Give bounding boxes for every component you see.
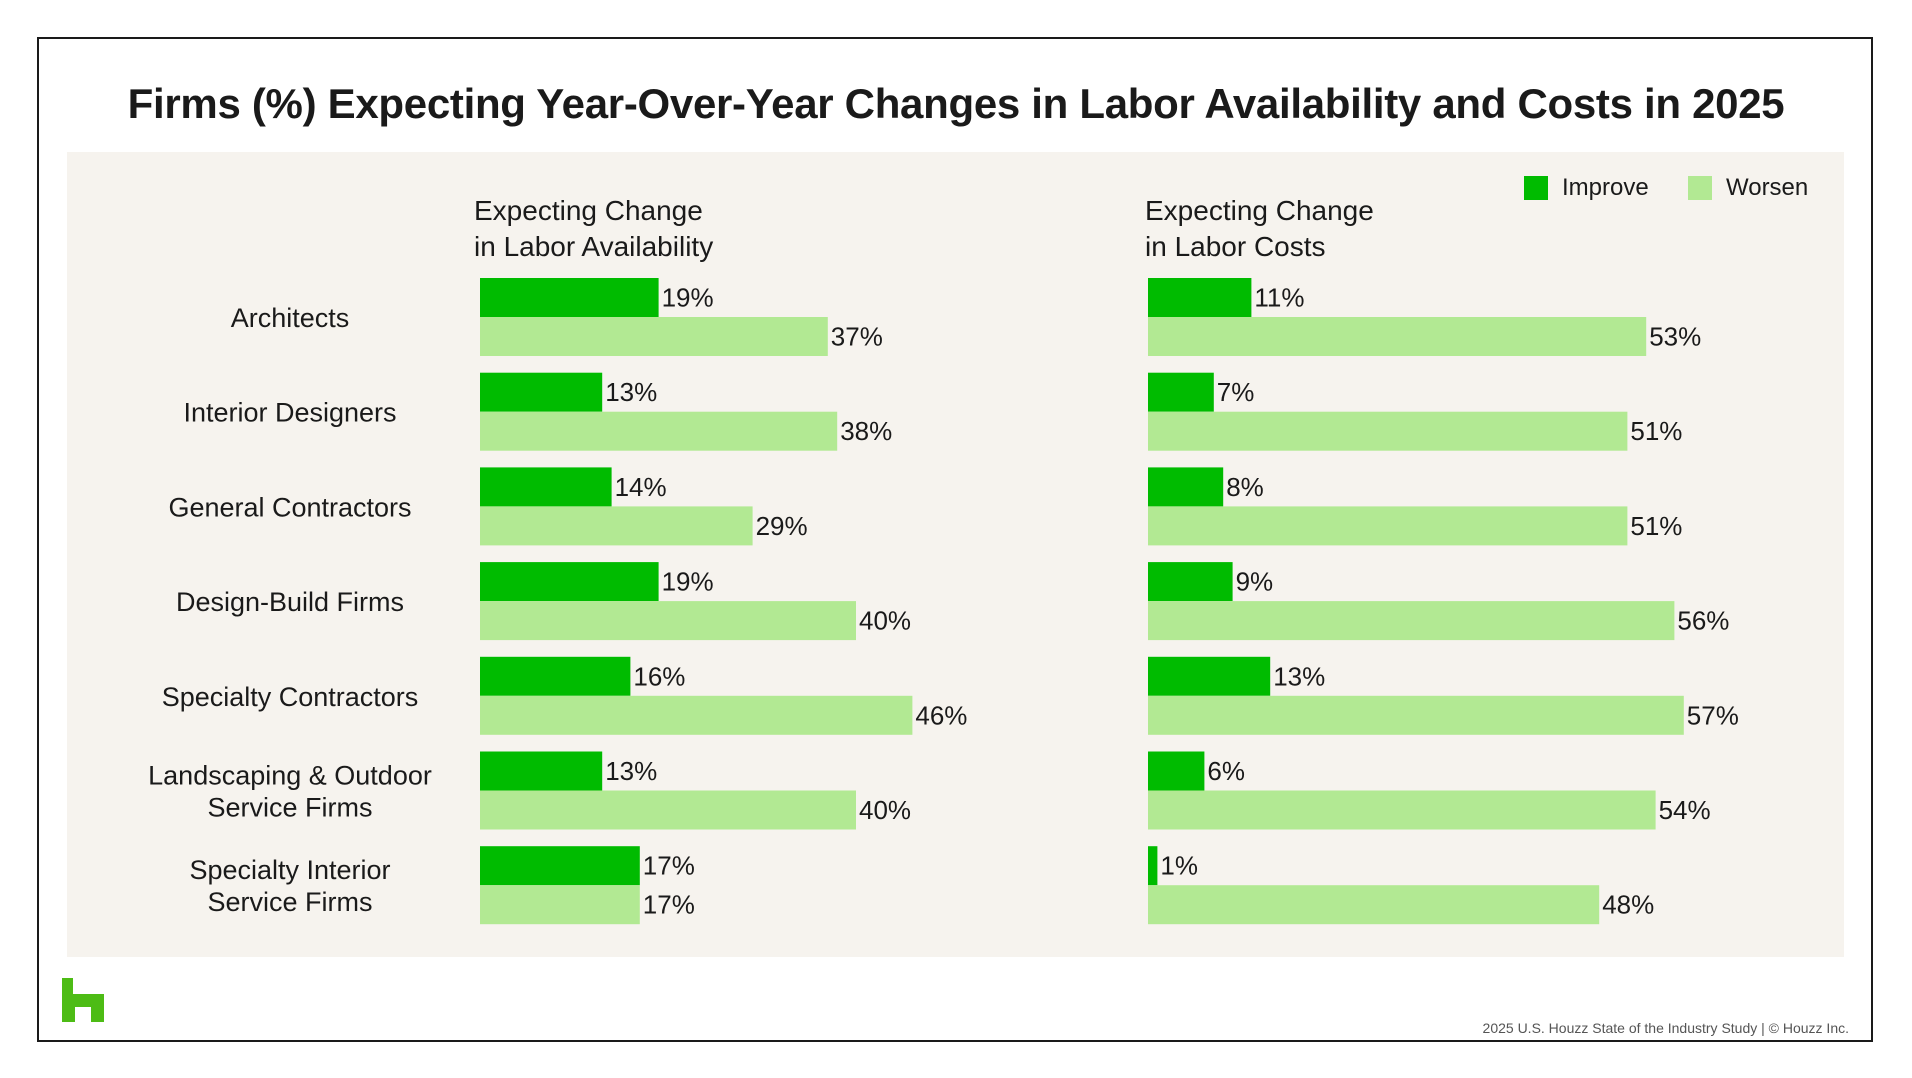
bar-improve	[480, 467, 612, 507]
data-label-worsen: 51%	[1630, 416, 1682, 446]
bar-improve	[480, 846, 640, 886]
panel-title-costs: Expecting Change in Labor Costs	[1145, 195, 1374, 262]
legend-label-worsen: Worsen	[1726, 174, 1809, 201]
bar-worsen	[1148, 506, 1628, 546]
bar-worsen	[1148, 695, 1684, 735]
data-label-worsen: 54%	[1659, 795, 1711, 825]
bar-improve	[1148, 278, 1252, 317]
data-label-worsen: 57%	[1687, 700, 1739, 730]
category-label: Design-Build Firms	[176, 587, 404, 617]
data-label-worsen: 29%	[756, 511, 808, 541]
bar-worsen	[480, 506, 753, 546]
bar-improve	[1148, 656, 1271, 696]
bar-improve	[480, 278, 659, 317]
category-label: General Contractors	[168, 492, 411, 522]
data-label-improve: 7%	[1217, 377, 1255, 407]
bar-improve	[480, 751, 603, 791]
data-label-improve: 13%	[1273, 661, 1325, 691]
bar-improve	[480, 372, 603, 412]
data-label-improve: 9%	[1236, 567, 1274, 597]
houzz-logo-icon	[62, 978, 104, 1022]
bar-worsen	[480, 411, 838, 451]
bar-worsen	[480, 317, 828, 356]
data-label-worsen: 17%	[643, 890, 695, 920]
category-label: Landscaping & Outdoor Service Firms	[148, 761, 432, 823]
legend-swatch-improve	[1524, 176, 1548, 200]
legend-improve: Improve	[1524, 174, 1649, 202]
data-label-worsen: 37%	[831, 322, 883, 352]
category-label: Specialty Contractors	[162, 682, 419, 712]
category-label: Interior Designers	[183, 398, 396, 428]
bar-worsen	[480, 601, 856, 641]
bar-worsen	[1148, 790, 1656, 830]
bar-improve	[1148, 372, 1214, 412]
panel-title-availability: Expecting Change in Labor Availability	[474, 195, 714, 262]
bar-worsen	[480, 790, 856, 830]
data-label-improve: 14%	[615, 472, 667, 502]
data-label-improve: 17%	[643, 851, 695, 881]
data-label-improve: 8%	[1226, 472, 1264, 502]
data-label-worsen: 51%	[1630, 511, 1682, 541]
data-label-improve: 19%	[662, 567, 714, 597]
data-label-worsen: 46%	[915, 700, 967, 730]
legend-label-improve: Improve	[1562, 174, 1649, 201]
bar-improve	[1148, 562, 1233, 602]
data-label-improve: 11%	[1254, 283, 1304, 313]
data-label-improve: 1%	[1160, 851, 1198, 881]
data-label-improve: 19%	[662, 283, 714, 313]
data-label-worsen: 40%	[859, 606, 911, 636]
data-label-worsen: 38%	[840, 416, 892, 446]
data-label-worsen: 40%	[859, 795, 911, 825]
chart-title: Firms (%) Expecting Year-Over-Year Chang…	[127, 80, 1785, 127]
data-label-worsen: 56%	[1677, 606, 1729, 636]
data-label-worsen: 53%	[1649, 322, 1701, 352]
bar-worsen	[480, 885, 640, 925]
data-label-improve: 16%	[633, 661, 685, 691]
data-label-worsen: 48%	[1602, 890, 1654, 920]
bar-improve	[1148, 467, 1224, 507]
data-label-improve: 13%	[605, 377, 657, 407]
legend-worsen: Worsen	[1688, 174, 1808, 202]
bar-improve	[1148, 846, 1158, 886]
bar-worsen	[1148, 601, 1675, 641]
bar-improve	[480, 562, 659, 602]
footer-credit: 2025 U.S. Houzz State of the Industry St…	[1482, 1020, 1849, 1036]
bar-worsen	[480, 695, 913, 735]
legend-swatch-worsen	[1688, 176, 1712, 200]
bar-worsen	[1148, 885, 1600, 925]
bar-worsen	[1148, 317, 1647, 356]
bar-improve	[1148, 751, 1205, 791]
category-label: Architects	[231, 303, 350, 333]
data-label-improve: 13%	[605, 756, 657, 786]
bar-worsen	[1148, 411, 1628, 451]
bar-improve	[480, 656, 631, 696]
data-label-improve: 6%	[1207, 756, 1245, 786]
category-label: Specialty Interior Service Firms	[189, 855, 390, 917]
